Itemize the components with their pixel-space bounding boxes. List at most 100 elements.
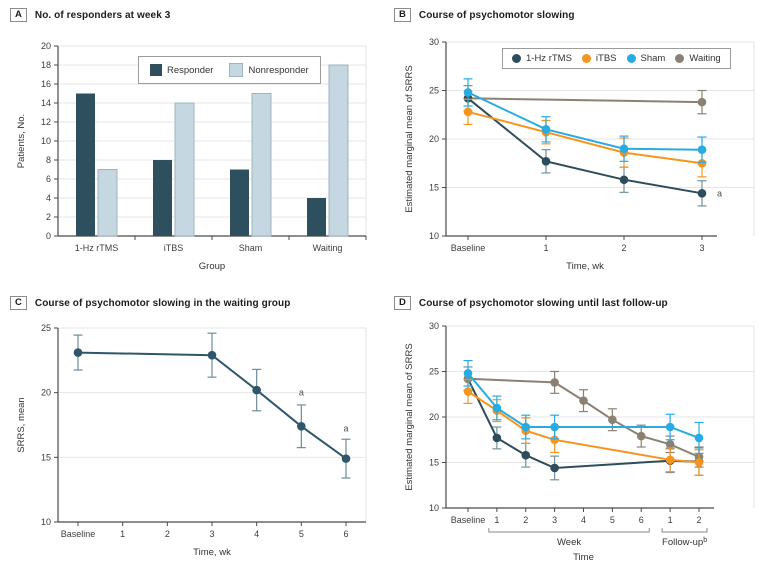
svg-text:2: 2 <box>621 243 626 253</box>
panel-b: B Course of psychomotor slowing 10 15 20 25… <box>384 0 768 288</box>
panel-a-title: No. of responders at week 3 <box>34 9 171 21</box>
svg-text:10: 10 <box>41 136 51 146</box>
panel-d-label: D <box>394 296 411 310</box>
svg-text:4: 4 <box>254 529 259 539</box>
svg-text:30: 30 <box>429 37 439 47</box>
svg-text:2: 2 <box>523 515 528 525</box>
panel-b-title: Course of psychomotor slowing <box>418 9 575 21</box>
svg-text:Baseline: Baseline <box>61 529 96 539</box>
legend-label: 1-Hz rTMS <box>526 53 572 64</box>
svg-text:Time: Time <box>573 552 594 563</box>
panel-a-header: A No. of responders at week 3 <box>10 6 384 24</box>
svg-text:Time, wk: Time, wk <box>566 261 604 272</box>
svg-text:30: 30 <box>429 321 439 331</box>
panel-b-label: B <box>394 8 411 22</box>
psychomotor-slowing-line-chart: 10 15 20 25 30 Estimated marginal mean of SRR… <box>404 37 755 272</box>
legend-item: 1-Hz rTMS <box>512 53 572 64</box>
legend-item: Waiting <box>675 53 721 64</box>
svg-text:10: 10 <box>429 503 439 513</box>
svg-text:a: a <box>717 188 722 198</box>
svg-text:15: 15 <box>429 458 439 468</box>
svg-text:a: a <box>299 387 304 397</box>
legend-label: Responder <box>167 64 214 76</box>
svg-text:Estimated marginal mean of SRR: Estimated marginal mean of SRRS <box>404 343 415 490</box>
svg-text:25: 25 <box>41 323 51 333</box>
panel-a-label: A <box>10 8 27 22</box>
panel-c-title: Course of psychomotor slowing in the wai… <box>34 297 291 309</box>
legend-swatch-icon <box>581 54 591 63</box>
svg-text:2: 2 <box>696 515 701 525</box>
svg-text:2: 2 <box>46 212 51 222</box>
svg-text:0: 0 <box>46 231 51 241</box>
legend-swatch-icon <box>626 54 636 63</box>
panel-b-header: B Course of psychomotor slowing <box>394 6 768 24</box>
svg-text:25: 25 <box>429 86 439 96</box>
svg-text:20: 20 <box>429 412 439 422</box>
panel-c-header: C Course of psychomotor slowing in the w… <box>10 294 384 312</box>
svg-text:18: 18 <box>41 60 51 70</box>
svg-text:15: 15 <box>429 183 439 193</box>
svg-text:Group: Group <box>199 261 225 272</box>
legend-label: Nonresponder <box>248 64 309 76</box>
svg-text:25: 25 <box>429 367 439 377</box>
svg-text:3: 3 <box>552 515 557 525</box>
svg-text:Waiting: Waiting <box>313 243 343 253</box>
legend-swatch-icon <box>229 63 244 77</box>
svg-text:1: 1 <box>494 515 499 525</box>
svg-text:6: 6 <box>639 515 644 525</box>
svg-text:a: a <box>343 423 348 433</box>
svg-text:Follow-upb: Follow-upb <box>662 537 707 548</box>
legend-swatch-icon <box>675 54 685 63</box>
panel-d-chart-area: 10 15 20 25 30 Estimated marginal mean of SRR… <box>394 314 766 576</box>
responders-bar-chart: 0 2 4 6 8 10 12 14 16 18 20 Patients, No. 1-Hz rTMS i… <box>16 41 367 272</box>
svg-text:16: 16 <box>41 79 51 89</box>
svg-text:1: 1 <box>120 529 125 539</box>
responders-legend: Responder Nonresponder <box>138 56 321 84</box>
svg-text:4: 4 <box>581 515 586 525</box>
svg-text:Patients, No.: Patients, No. <box>16 114 27 168</box>
legend-item: Nonresponder <box>229 63 309 77</box>
panel-d-title: Course of psychomotor slowing until last… <box>418 297 668 309</box>
svg-text:12: 12 <box>41 117 51 127</box>
svg-text:10: 10 <box>429 231 439 241</box>
svg-text:Baseline: Baseline <box>451 243 486 253</box>
panel-b-chart-area: 10 15 20 25 30 Estimated marginal mean of SRR… <box>394 26 766 288</box>
legend-label: Waiting <box>689 53 721 64</box>
svg-text:1: 1 <box>668 515 673 525</box>
svg-text:SRRS, mean: SRRS, mean <box>16 397 27 452</box>
svg-text:6: 6 <box>46 174 51 184</box>
svg-text:8: 8 <box>46 155 51 165</box>
svg-text:6: 6 <box>343 529 348 539</box>
waiting-group-line-chart: 10 15 20 25 SRRS, mean Baseline 1 2 3 4 5 6 a a Time, … <box>16 323 367 558</box>
svg-text:15: 15 <box>41 452 51 462</box>
panel-a: A No. of responders at week 3 0 2 4 6 8 10 12 1… <box>0 0 384 288</box>
svg-text:20: 20 <box>429 134 439 144</box>
svg-text:4: 4 <box>46 193 51 203</box>
svg-text:iTBS: iTBS <box>164 243 184 253</box>
legend-label: Sham <box>640 53 666 64</box>
svg-text:10: 10 <box>41 517 51 527</box>
svg-text:1-Hz rTMS: 1-Hz rTMS <box>75 243 119 253</box>
svg-text:5: 5 <box>299 529 304 539</box>
svg-text:3: 3 <box>209 529 214 539</box>
svg-text:Time, wk: Time, wk <box>193 547 231 558</box>
svg-text:1: 1 <box>543 243 548 253</box>
svg-text:3: 3 <box>699 243 704 253</box>
panel-d-header: D Course of psychomotor slowing until la… <box>394 294 768 312</box>
svg-text:14: 14 <box>41 98 51 108</box>
legend-item: Responder <box>150 64 213 76</box>
panel-d: D Course of psychomotor slowing until la… <box>384 288 768 576</box>
legend-item: iTBS <box>581 53 617 64</box>
svg-text:5: 5 <box>610 515 615 525</box>
legend-swatch-icon <box>150 64 162 76</box>
legend-label: iTBS <box>595 53 617 64</box>
panel-c-label: C <box>10 296 27 310</box>
svg-text:20: 20 <box>41 388 51 398</box>
legend-item: Sham <box>626 53 666 64</box>
svg-text:20: 20 <box>41 41 51 51</box>
svg-text:Estimated marginal mean of SRR: Estimated marginal mean of SRRS <box>404 65 415 212</box>
svg-text:2: 2 <box>165 529 170 539</box>
panel-a-chart-area: 0 2 4 6 8 10 12 14 16 18 20 Patients, No. 1-Hz rTMS i… <box>10 26 382 288</box>
panel-c: C Course of psychomotor slowing in the w… <box>0 288 384 576</box>
